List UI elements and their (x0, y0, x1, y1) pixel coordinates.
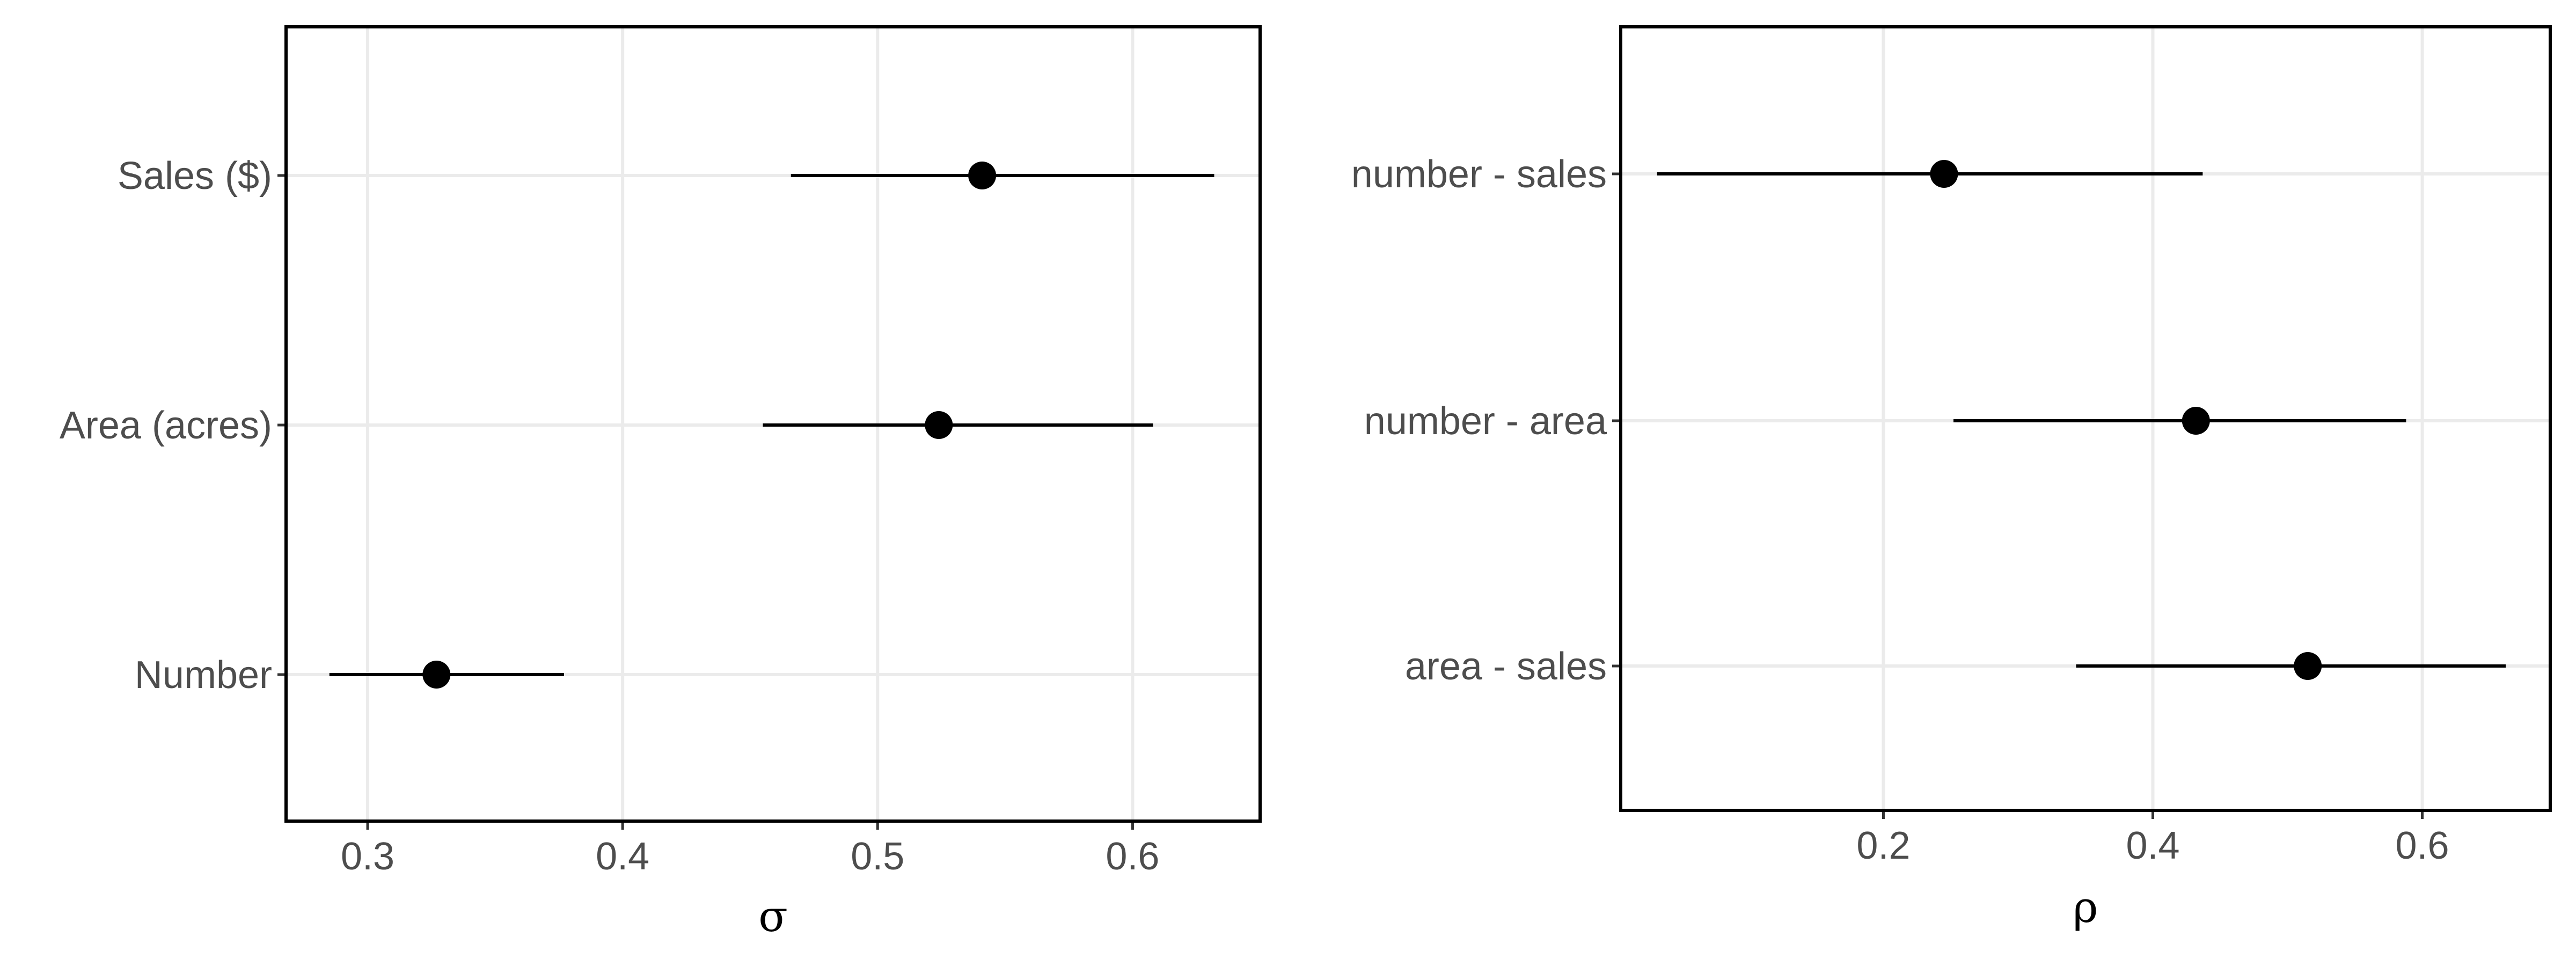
y-category-label: area - sales (1405, 645, 1607, 688)
data-point (2294, 652, 2322, 680)
x-axis-title: ρ (2073, 882, 2098, 932)
panel-background (1621, 27, 2550, 810)
y-category-label: Sales ($) (118, 155, 272, 197)
x-tick-label: 0.2 (1856, 824, 1910, 867)
x-tick-label: 0.3 (341, 835, 394, 878)
panel-border (1619, 25, 2552, 812)
x-tick-label: 0.4 (2126, 824, 2179, 867)
x-tick-label: 0.6 (2395, 824, 2449, 867)
sigma-panel: 0.3 0.4 0.5 0.6 Sales ($) Area (acres) Number σ (60, 25, 1262, 941)
data-point (925, 411, 953, 439)
x-tick-label: 0.6 (1106, 835, 1159, 878)
data-point (968, 162, 997, 189)
x-tick-label: 0.4 (596, 835, 649, 878)
y-category-label: Number (135, 654, 272, 697)
data-point (1930, 160, 1958, 188)
y-category-label: Area (acres) (60, 404, 272, 447)
x-tick-label: 0.5 (851, 835, 904, 878)
panel-border (284, 25, 1262, 823)
y-category-label: number - area (1364, 400, 1607, 443)
x-axis-title: σ (758, 891, 788, 941)
data-point (422, 661, 451, 689)
y-category-label: number - sales (1351, 153, 1607, 196)
rho-panel: 0.2 0.4 0.6 number - sales number - area area… (1351, 25, 2552, 932)
data-point (2182, 407, 2210, 435)
